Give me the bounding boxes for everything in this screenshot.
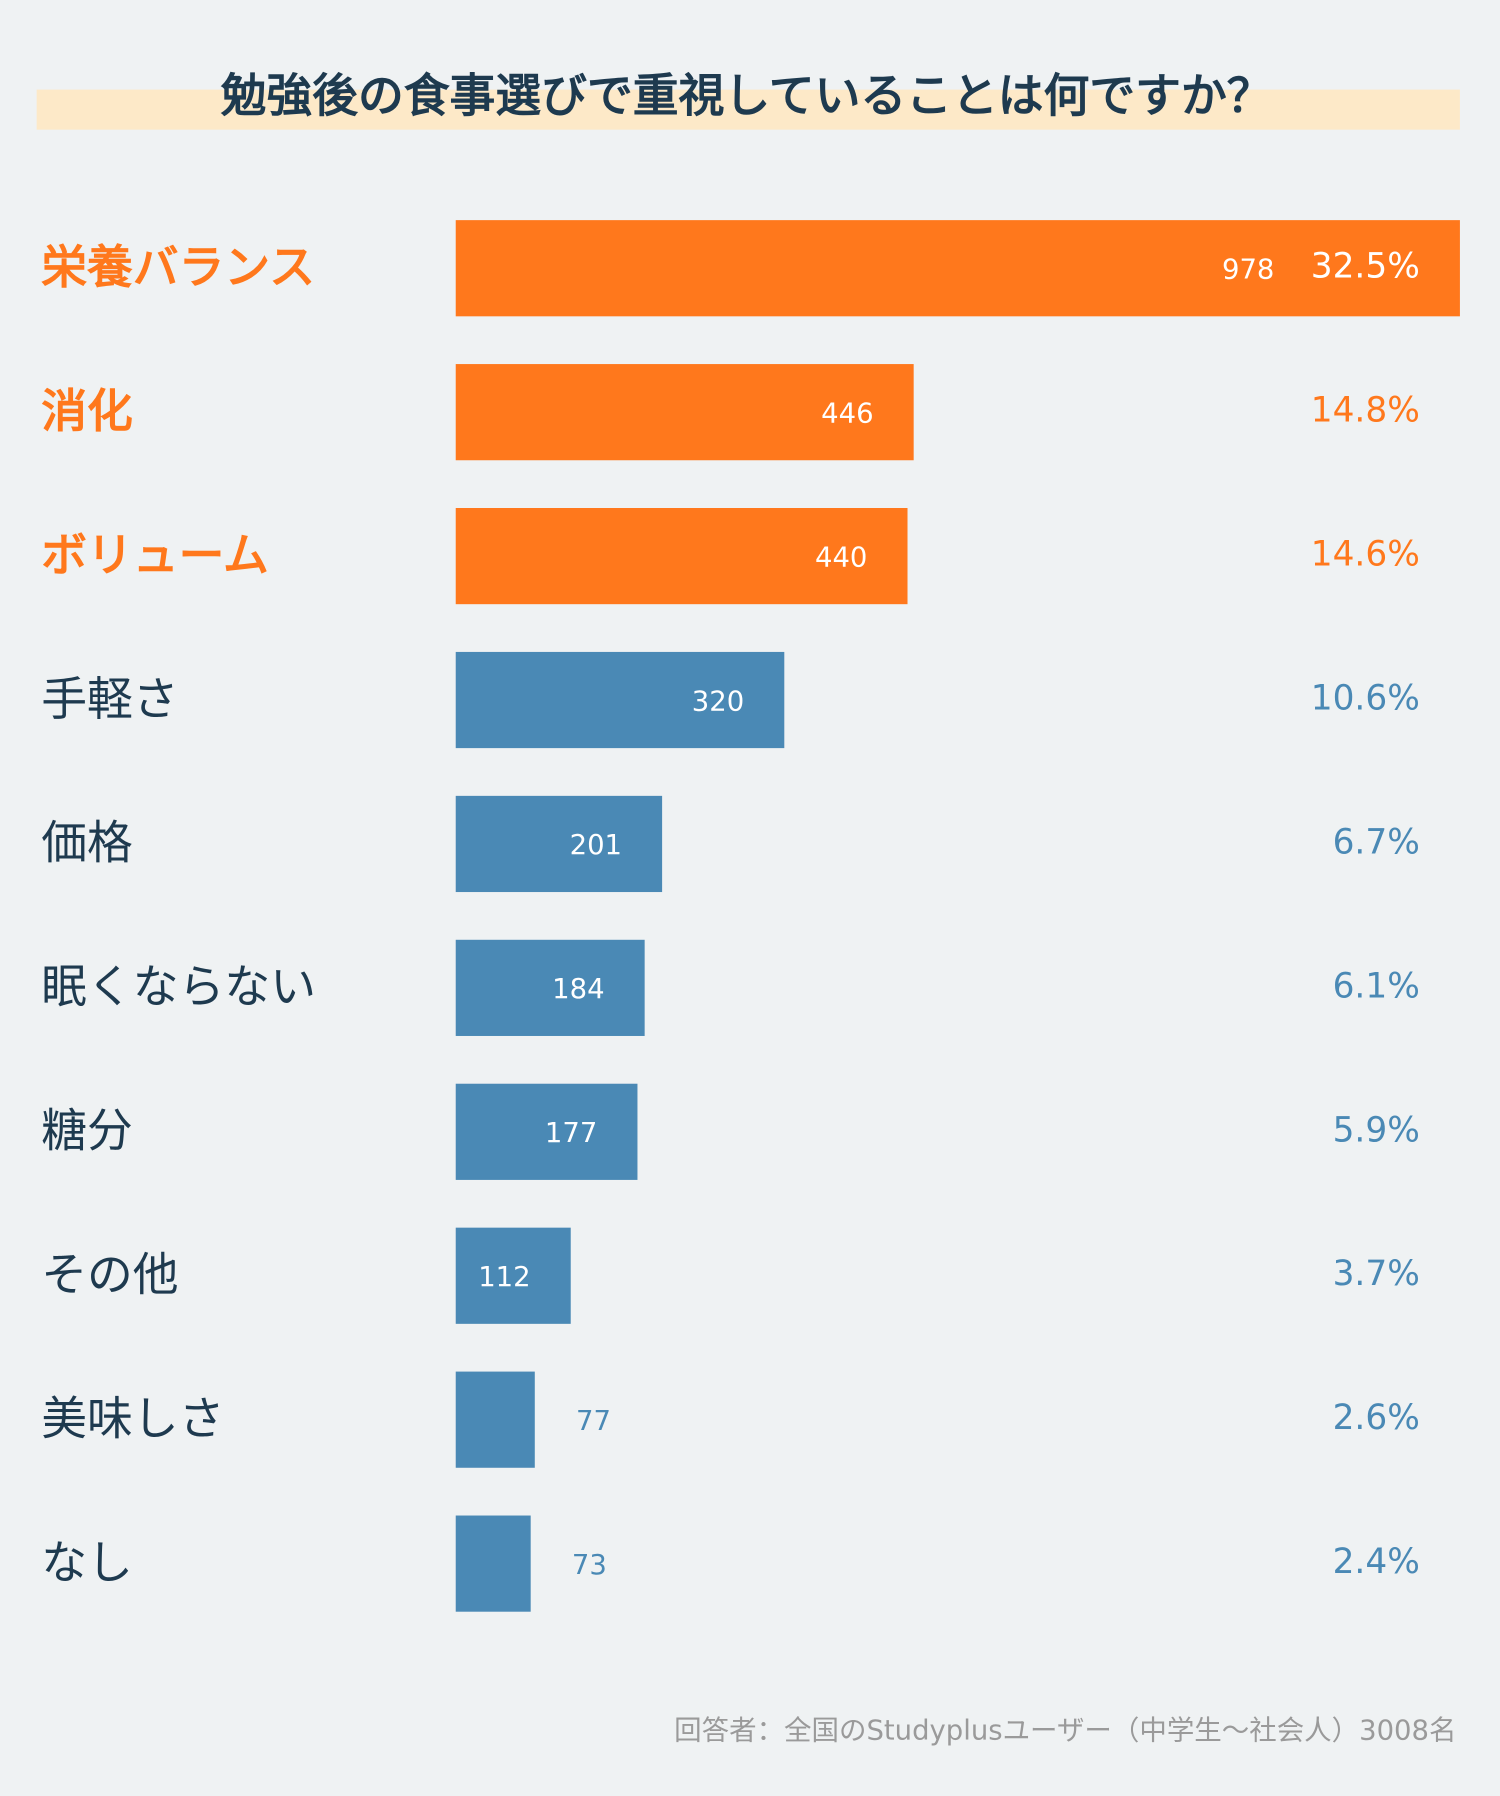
category-label: 価格 xyxy=(41,816,133,870)
value-label: 320 xyxy=(692,685,744,717)
category-label: 消化 xyxy=(41,384,133,438)
value-label: 112 xyxy=(478,1261,530,1293)
bar xyxy=(455,795,663,893)
value-label: 184 xyxy=(552,973,604,1005)
category-label: なし xyxy=(41,1535,133,1589)
value-label: 201 xyxy=(570,829,622,861)
value-label: 446 xyxy=(821,397,873,429)
percent-label: 32.5% xyxy=(1311,247,1420,287)
bar xyxy=(455,1227,571,1324)
percent-label: 14.8% xyxy=(1311,391,1420,431)
category-label: 糖分 xyxy=(41,1104,133,1158)
chart-title: 勉強後の食事選びで重視していることは何ですか？ xyxy=(221,68,1273,122)
bar xyxy=(455,364,914,461)
category-label: その他 xyxy=(41,1248,178,1302)
percent-label: 10.6% xyxy=(1311,679,1420,719)
category-label: 栄養バランス xyxy=(41,240,315,294)
percent-label: 6.1% xyxy=(1333,966,1420,1006)
value-label: 978 xyxy=(1222,254,1274,286)
footnote: 回答者：全国のStudyplusユーザー（中学生〜社会人）3008名 xyxy=(674,1715,1456,1747)
title-band xyxy=(36,89,1460,130)
percent-label: 14.6% xyxy=(1311,535,1420,575)
bar xyxy=(455,1371,535,1468)
value-label: 77 xyxy=(576,1405,611,1437)
value-label: 440 xyxy=(815,541,867,573)
category-label: ボリューム xyxy=(41,528,269,582)
bar xyxy=(455,1083,638,1180)
category-label: 美味しさ xyxy=(41,1391,224,1445)
value-label: 73 xyxy=(572,1549,607,1581)
percent-label: 2.6% xyxy=(1333,1398,1420,1438)
bar xyxy=(455,939,645,1036)
bar xyxy=(455,508,908,605)
value-label: 177 xyxy=(545,1117,597,1149)
percent-label: 6.7% xyxy=(1333,822,1420,862)
category-label: 眠くならない xyxy=(41,960,316,1014)
category-label: 手軽さ xyxy=(41,672,178,726)
bar xyxy=(455,220,1460,317)
bar xyxy=(455,1515,531,1612)
percent-label: 3.7% xyxy=(1333,1254,1420,1294)
bar xyxy=(455,651,785,749)
percent-label: 5.9% xyxy=(1333,1110,1420,1150)
percent-label: 2.4% xyxy=(1333,1542,1420,1582)
